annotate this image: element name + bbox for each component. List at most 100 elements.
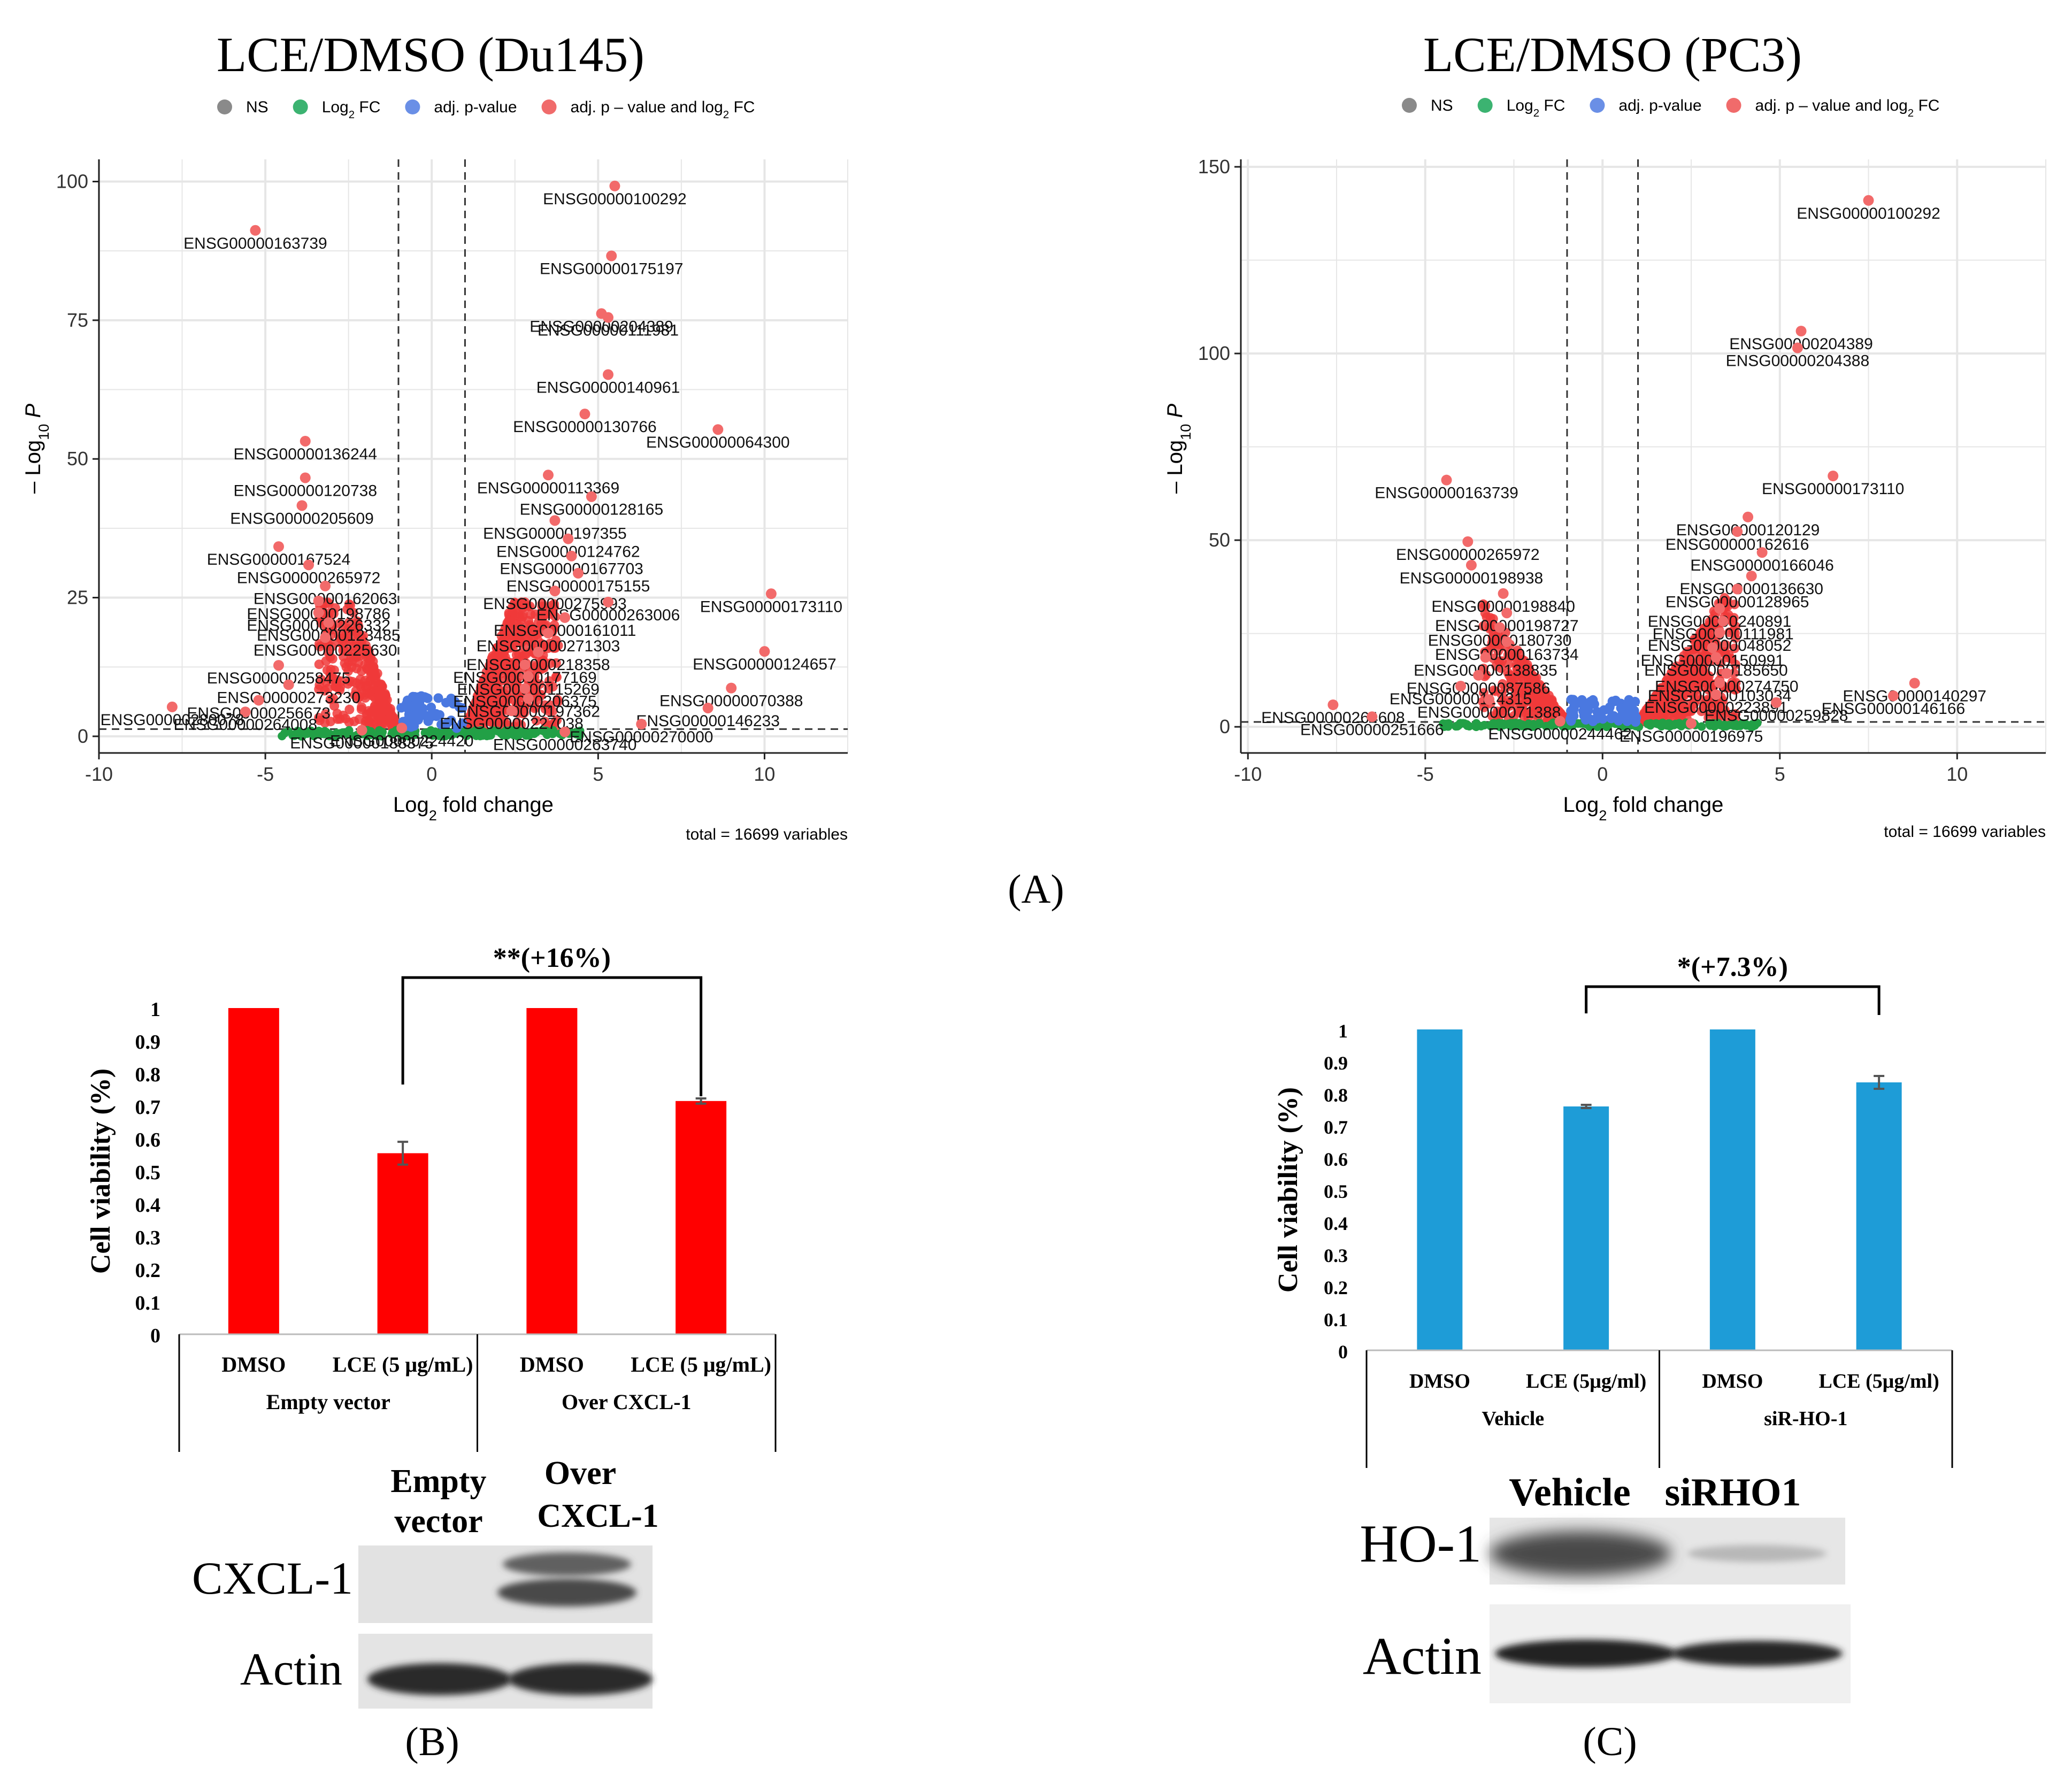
blot-b-lane-label-2b: CXCL-1 <box>537 1498 658 1534</box>
data-point-significant <box>330 603 340 613</box>
y-tick-label: 0.8 <box>135 1064 161 1086</box>
point-label: ENSG00000173110 <box>700 598 842 616</box>
point-label: ENSG00000258475 <box>207 670 351 687</box>
x-tick-label: -5 <box>257 763 274 785</box>
point-label: ENSG00000270000 <box>570 728 713 746</box>
labeled-point <box>1554 716 1565 727</box>
point-label: ENSG00000064300 <box>646 434 790 451</box>
y-axis-label: Cell viability (%) <box>1273 1087 1303 1293</box>
labeled-point <box>396 722 408 734</box>
point-label: ENSG00000100292 <box>1797 205 1940 222</box>
data-point-significant <box>498 636 508 646</box>
labeled-point <box>1462 536 1474 547</box>
point-label: ENSG00000224420 <box>330 732 474 750</box>
legend-label: NS <box>246 98 268 116</box>
labeled-point <box>1707 642 1718 653</box>
data-point-significant <box>1731 709 1741 719</box>
point-label: ENSG00000198938 <box>1400 570 1544 587</box>
data-point-p-only <box>433 693 443 703</box>
point-label: ENSG00000166046 <box>1690 557 1834 574</box>
labeled-point <box>603 369 613 380</box>
data-point-significant <box>508 642 518 652</box>
point-label: ENSG00000227038 <box>440 715 584 733</box>
labeled-point <box>566 550 577 562</box>
data-point-fc-only <box>288 731 297 740</box>
volcano-plot-pc3: LCE/DMSO (PC3) NS Log2 FC adj. p-value adj. … <box>1163 27 2046 841</box>
labeled-point <box>1732 526 1743 537</box>
y-tick-label: 0.9 <box>1324 1052 1348 1074</box>
legend-marker <box>405 99 420 114</box>
blot-b-band-actin-1 <box>367 1663 512 1695</box>
data-point-significant <box>1675 668 1685 679</box>
group-label: Empty vector <box>266 1390 390 1414</box>
x-tick-label: -5 <box>1417 763 1434 785</box>
data-point-significant <box>1704 671 1714 681</box>
data-point-fc-only <box>298 730 308 739</box>
data-point-significant <box>537 602 547 612</box>
data-point-significant <box>1527 688 1537 698</box>
point-label: ENSG00000128165 <box>520 501 664 519</box>
data-point-significant <box>377 681 387 691</box>
data-point-p-only <box>457 718 467 728</box>
labeled-point <box>573 567 584 579</box>
point-label: ENSG00000138835 <box>1414 662 1557 679</box>
labeled-point <box>240 706 251 718</box>
labeled-point <box>506 705 517 717</box>
point-label: ENSG00000100292 <box>543 190 687 208</box>
data-point-fc-only <box>575 731 584 740</box>
bar <box>377 1153 428 1334</box>
point-label: ENSG00000163739 <box>1375 485 1518 502</box>
point-label: ENSG00000175197 <box>540 260 684 278</box>
data-point-significant <box>314 713 324 723</box>
point-label: ENSG00000071388 <box>1417 704 1561 721</box>
data-point-significant <box>538 656 548 666</box>
data-point-significant <box>347 649 357 659</box>
labeled-point <box>1771 697 1782 708</box>
data-point-significant <box>538 611 548 621</box>
data-point-significant <box>1538 706 1548 716</box>
labeled-point <box>323 617 334 628</box>
y-tick-label: 0 <box>1219 716 1230 737</box>
x-axis-label: Log2 fold change <box>393 793 554 824</box>
data-point-significant <box>344 704 355 714</box>
x-tick-label: -10 <box>85 763 113 785</box>
labeled-point <box>250 225 261 236</box>
data-point-p-only <box>1566 695 1576 705</box>
data-point-significant <box>517 651 527 662</box>
y-tick-label: 0.3 <box>1324 1245 1348 1266</box>
point-label: ENSG00000163739 <box>183 235 327 252</box>
point-label: ENSG00000146166 <box>1822 700 1966 718</box>
labeled-point <box>726 682 737 694</box>
data-point-significant <box>357 702 367 712</box>
y-tick-label: 0.7 <box>135 1096 161 1119</box>
labeled-point <box>1863 195 1874 206</box>
point-label: ENSG00000128965 <box>1666 594 1809 611</box>
data-point-significant <box>357 645 367 655</box>
y-tick-label: 0.1 <box>1324 1309 1348 1331</box>
data-point-p-only <box>419 710 429 720</box>
data-point-p-only <box>441 697 451 708</box>
data-point-significant <box>1730 599 1740 610</box>
data-point-fc-only <box>377 729 386 738</box>
data-point-significant <box>501 690 511 701</box>
data-point-p-only <box>1565 714 1575 724</box>
data-point-significant <box>341 662 351 672</box>
data-point-fc-only <box>486 728 495 737</box>
labeled-point <box>533 647 544 658</box>
labeled-point <box>1887 690 1899 702</box>
labeled-point <box>1473 670 1484 681</box>
labeled-point <box>579 409 590 420</box>
data-point-significant <box>518 612 528 622</box>
data-point-significant <box>474 709 484 719</box>
blot-b-band-actin-2 <box>508 1663 653 1695</box>
data-point-fc-only <box>344 726 354 735</box>
blot-c-band-ho1-sirho1 <box>1687 1545 1827 1562</box>
y-axis-label: Cell viability (%) <box>86 1068 116 1274</box>
labeled-point <box>586 491 597 502</box>
bar <box>526 1008 578 1334</box>
y-tick-label: 0 <box>150 1325 160 1347</box>
category-label: LCE (5 μg/mL) <box>631 1352 771 1377</box>
data-point-p-only <box>1606 713 1616 724</box>
data-point-significant <box>1513 661 1523 671</box>
data-point-significant <box>1729 668 1739 678</box>
